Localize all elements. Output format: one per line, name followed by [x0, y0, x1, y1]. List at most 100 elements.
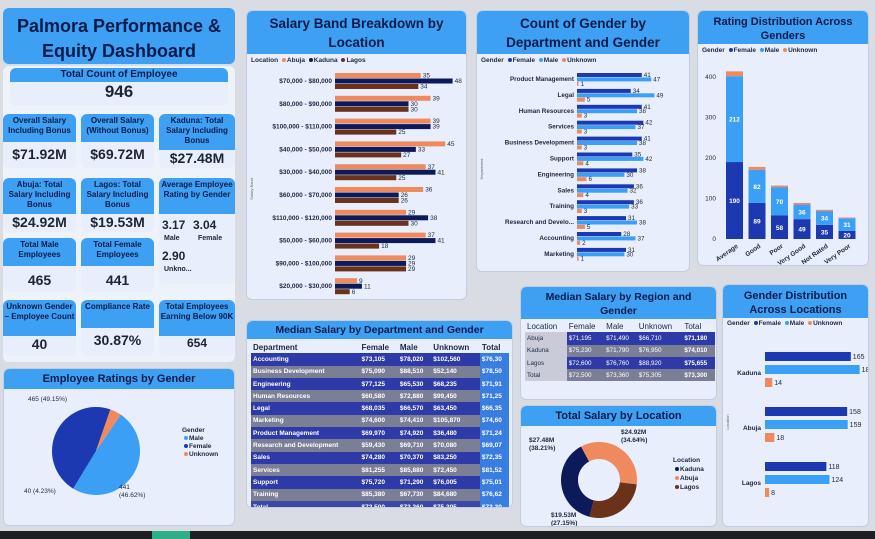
bar	[335, 101, 409, 107]
data-label: 37	[637, 235, 645, 242]
table-cell: $60,580	[361, 392, 386, 400]
category-label: $20,000 - $30,000	[279, 283, 332, 290]
legend-label: Unknown	[813, 320, 843, 327]
category-label: Accounting	[539, 235, 574, 242]
bar	[335, 255, 407, 261]
gender-location-chart: Location Kaduna 165 182 14 Abuja 158 159 18 Lagos…	[725, 352, 868, 497]
axis-label: Salary Band	[249, 178, 254, 200]
kpi-below-90k: Total Employees Earning Below 90K 654	[159, 300, 235, 356]
legend-label: Unknown	[189, 451, 219, 458]
bar	[335, 283, 362, 289]
legend-dot	[184, 436, 188, 441]
data-label: 41	[644, 104, 652, 111]
rating-dist-chart: 0 100 200 300 400 190 212 Average 89 82 Good 58 70 Po…	[705, 71, 856, 265]
legend-dot	[308, 58, 313, 63]
bar	[577, 161, 584, 166]
data-label: 38	[430, 215, 438, 222]
data-label: 34	[420, 84, 428, 91]
table-cell: $78,020	[399, 355, 424, 363]
bar	[335, 78, 453, 84]
table-cell: $99,450	[433, 392, 457, 400]
legend-label: Unknown	[788, 47, 818, 54]
median-dept-title: Median Salary by Department and Gender	[247, 321, 512, 339]
bar	[577, 81, 579, 86]
table-cell: $74,600	[361, 417, 386, 425]
median-region-table: Location Female Male Unknown Total Abuja…	[525, 320, 715, 382]
category-label: Business Development	[505, 140, 575, 147]
rating-dist-panel: Rating Distribution Across Genders Gende…	[697, 10, 869, 266]
data-label: 29	[408, 255, 416, 262]
bar	[765, 462, 827, 471]
table-cell: $81,52	[479, 463, 509, 477]
data-label: 37	[428, 232, 436, 239]
table-cell: $66,570	[399, 405, 424, 413]
table-row: Kaduna $75,230 $71,790 $76,950 $74,010	[525, 344, 715, 357]
table-cell: $69,970	[361, 429, 386, 437]
kpi-value: $19.53M	[90, 214, 145, 230]
data-label: 9	[359, 278, 363, 285]
bar	[577, 256, 579, 261]
data-label: 42	[645, 120, 653, 127]
bar	[335, 260, 407, 266]
bar	[577, 145, 582, 150]
table-cell: $83,250	[433, 454, 457, 462]
rating-unknown-label: Unkno...	[164, 266, 192, 273]
data-label: 41	[644, 136, 652, 143]
data-label: 25	[398, 175, 406, 182]
data-label: 35	[821, 229, 829, 236]
bar	[816, 224, 833, 239]
taskbar-active-item[interactable]	[152, 531, 190, 539]
data-label: 2	[582, 240, 586, 247]
col-header-male: Male	[399, 342, 418, 352]
table-cell: $76,30	[479, 353, 509, 366]
kpi-label: Overall Salary Including Bonus	[3, 114, 76, 142]
salary-band-panel: Salary Band Breakdown by Location Locati…	[246, 10, 467, 300]
bar	[838, 218, 856, 231]
bar	[577, 136, 642, 141]
bar	[335, 141, 446, 147]
table-cell: $36,480	[433, 429, 457, 437]
legend-label: Abuja	[286, 57, 305, 64]
bar	[335, 198, 399, 203]
pie-slice	[73, 414, 140, 495]
table-cell: $74,410	[399, 417, 424, 425]
legend-label: Unknown	[567, 57, 597, 64]
table-row: Business Development $75,090 $88,510 $52,14…	[251, 365, 509, 378]
table-cell: $75,305	[638, 371, 662, 379]
bar	[335, 215, 429, 221]
bar	[577, 236, 636, 241]
table-row: Support $75,720 $71,290 $76,005 $75,01	[251, 476, 509, 489]
kpi-label: Average Employee Rating by Gender	[159, 178, 235, 214]
table-cell: Human Resources	[253, 392, 311, 400]
legend-male: Male	[182, 435, 218, 443]
category-label: $90,000 - $100,000	[276, 260, 333, 267]
bar	[577, 97, 585, 102]
bar	[577, 188, 628, 193]
pie-slice	[96, 409, 121, 451]
table-cell: $75,01	[479, 476, 509, 489]
pie-label: 441	[119, 484, 130, 491]
data-label: 124	[831, 477, 843, 484]
legend-label: Lagos	[346, 57, 366, 64]
data-label: 31	[843, 222, 851, 229]
data-label: 20	[843, 232, 851, 239]
category-label: $60,000 - $70,000	[279, 192, 332, 199]
data-label: 3	[584, 208, 588, 215]
bar	[816, 211, 833, 225]
legend-kaduna: Kaduna	[673, 465, 704, 474]
donut-slice	[589, 482, 637, 518]
data-label: 38	[639, 220, 647, 227]
data-label: 39	[433, 118, 441, 125]
pie-label: 465 (49.15%)	[28, 396, 67, 403]
data-label: 159	[850, 422, 862, 429]
bar	[771, 185, 788, 188]
table-cell: $78,50	[479, 365, 509, 378]
donut-label: (34.64%)	[621, 437, 647, 444]
data-label: 41	[437, 169, 445, 176]
table-cell: Engineering	[253, 380, 291, 388]
bar	[335, 73, 421, 78]
table-cell: $75,655	[684, 359, 708, 367]
data-label: 26	[401, 198, 409, 205]
bar	[793, 202, 811, 205]
data-label: 38	[639, 108, 647, 115]
